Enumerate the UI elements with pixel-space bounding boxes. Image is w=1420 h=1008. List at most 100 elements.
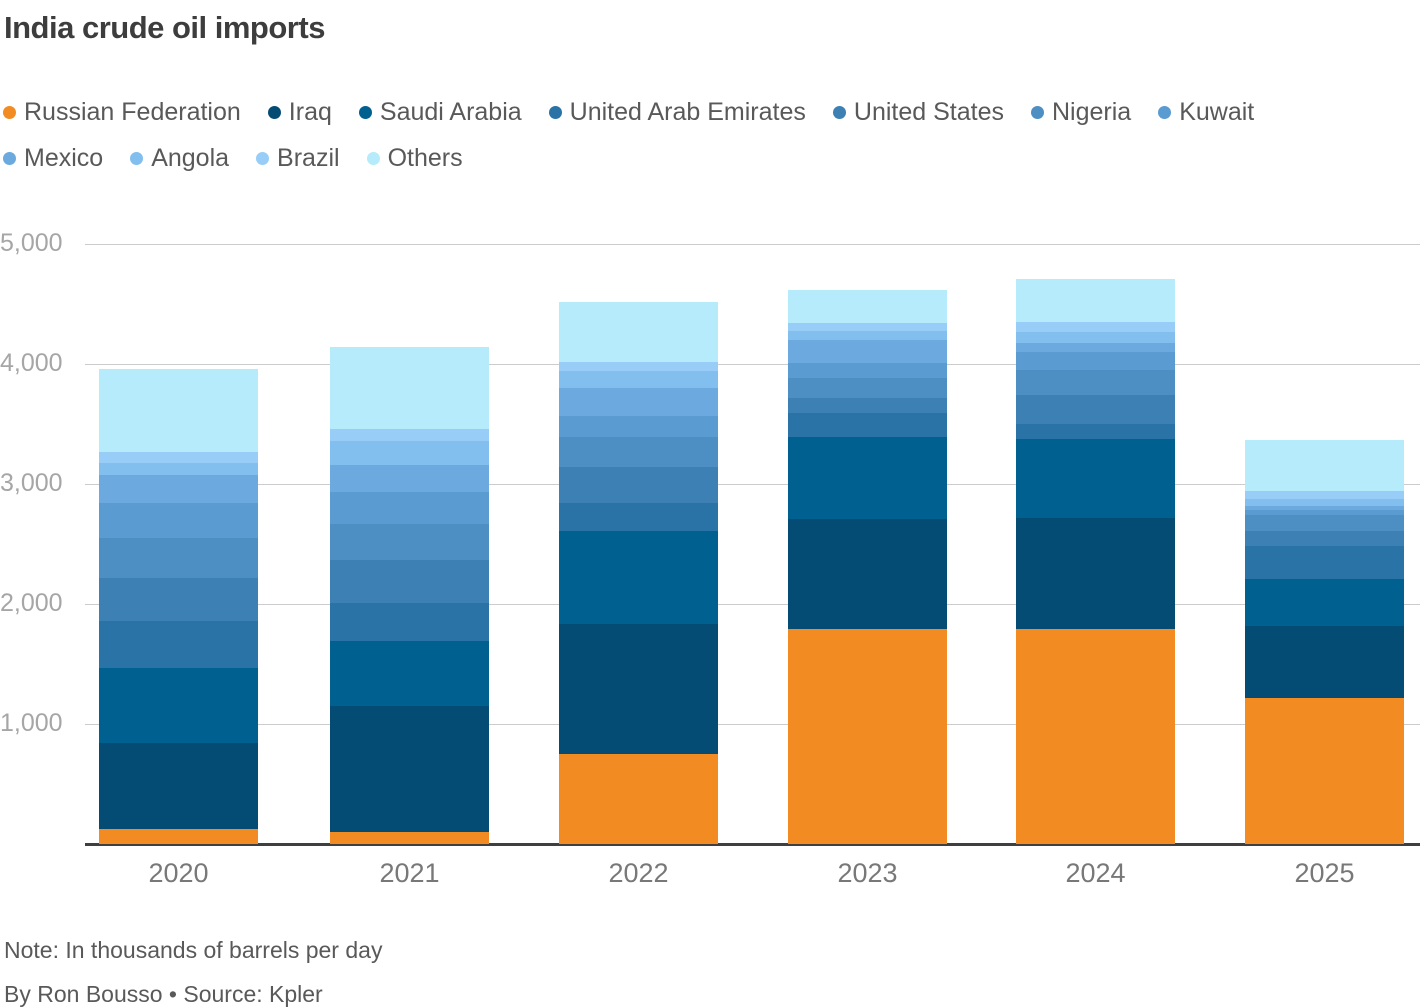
bar-segment (330, 641, 489, 706)
legend-dot-icon (548, 106, 562, 119)
bar-segment (559, 302, 718, 363)
bar-segment (1016, 395, 1175, 425)
legend-item: Kuwait (1158, 98, 1254, 127)
bar-segment (1245, 530, 1404, 547)
y-tick-label: 5,000 (0, 229, 63, 257)
bar-segment (559, 362, 718, 371)
legend-label: Nigeria (1051, 98, 1132, 126)
legend-dot-icon (256, 152, 270, 165)
bar-segment (1245, 546, 1404, 579)
bar-segment (559, 624, 718, 754)
bar-segment (559, 530, 718, 625)
legend-label: United States (853, 98, 1004, 126)
legend-dot-icon (130, 152, 144, 165)
bar-segment (1016, 343, 1175, 353)
bar-segment (788, 397, 947, 414)
bar-segment (788, 629, 947, 844)
bar-segment (99, 463, 258, 476)
legend-dot-icon (832, 106, 846, 119)
bar-segment (330, 347, 489, 429)
bar-segment (1245, 491, 1404, 500)
x-tick-label: 2023 (837, 858, 898, 888)
bar-segment (1016, 332, 1175, 344)
byline: By Ron Bousso • Source: Kpler (4, 981, 323, 1007)
bar-segment (99, 538, 258, 578)
bar-segment (788, 323, 947, 332)
legend-dot-icon (1158, 106, 1172, 119)
bar-segment (1245, 499, 1404, 506)
legend-dot-icon (267, 106, 281, 119)
gridline-5000 (85, 244, 1420, 245)
bar-segment (330, 832, 489, 844)
bar-segment (788, 363, 947, 378)
bar-segment (559, 437, 718, 468)
bar-segment (1016, 517, 1175, 630)
legend: Russian Federation Iraq Saudi Arabia United… (3, 98, 1415, 190)
bar-segment (99, 503, 258, 539)
legend-label: Others (387, 144, 463, 172)
bar-2024 (1016, 279, 1175, 844)
legend-label: Brazil (277, 144, 340, 172)
bar-segment (1245, 578, 1404, 627)
bar-segment (559, 388, 718, 416)
bar-segment (330, 706, 489, 832)
legend-dot-icon (3, 152, 16, 165)
legend-item: Saudi Arabia (358, 98, 522, 127)
bar-segment (330, 440, 489, 465)
bar-2020 (99, 369, 258, 844)
bar-segment (1245, 505, 1404, 510)
bar-segment (559, 503, 718, 531)
bar-segment (1245, 697, 1404, 844)
x-tick-label: 2025 (1294, 858, 1355, 888)
bar-segment (1016, 352, 1175, 371)
bar-2021 (330, 347, 489, 844)
bar-segment (99, 829, 258, 844)
bar-segment (99, 667, 258, 743)
bar-segment (99, 620, 258, 668)
x-tick-label: 2022 (608, 858, 669, 888)
gridline-1000 (85, 724, 1420, 725)
bar-segment (788, 331, 947, 341)
x-tick-label: 2020 (148, 858, 209, 888)
bar-segment (559, 467, 718, 504)
legend-dot-icon (366, 152, 380, 165)
legend-item: United States (832, 98, 1004, 127)
bar-segment (1245, 509, 1404, 515)
legend-item: Angola (130, 144, 229, 173)
legend-row-1: Russian Federation Iraq Saudi Arabia United… (3, 98, 1415, 127)
bar-segment (99, 452, 258, 464)
bar-segment (1016, 439, 1175, 518)
bar-segment (788, 340, 947, 364)
bar-segment (330, 492, 489, 524)
plot-area (0, 244, 1420, 844)
legend-label: Kuwait (1179, 98, 1255, 126)
legend-dot-icon (1030, 106, 1044, 119)
x-tick-label: 2021 (379, 858, 440, 888)
bar-segment (99, 369, 258, 453)
legend-row-2: Mexico Angola Brazil Others (3, 144, 1415, 173)
bar-segment (330, 523, 489, 560)
bar-2022 (559, 302, 718, 844)
bar-2025 (1245, 439, 1404, 844)
legend-label: Mexico (24, 144, 104, 172)
legend-item: Iraq (267, 98, 332, 127)
legend-label: Angola (151, 144, 230, 172)
bar-segment (1016, 279, 1175, 323)
y-tick-label: 1,000 (0, 709, 63, 737)
bar-segment (559, 754, 718, 844)
bar-segment (1245, 514, 1404, 531)
bar-segment (99, 742, 258, 829)
footnote: Note: In thousands of barrels per day (4, 937, 383, 963)
legend-item: Brazil (256, 144, 340, 173)
legend-item: Mexico (3, 144, 103, 173)
legend-item: Nigeria (1030, 98, 1132, 127)
gridline-2000 (85, 604, 1420, 605)
bar-segment (330, 602, 489, 642)
bar-segment (788, 289, 947, 324)
legend-item: United Arab Emirates (548, 98, 806, 127)
legend-label: United Arab Emirates (569, 98, 806, 126)
bar-segment (330, 428, 489, 441)
bar-segment (559, 370, 718, 389)
bar-segment (559, 415, 718, 438)
